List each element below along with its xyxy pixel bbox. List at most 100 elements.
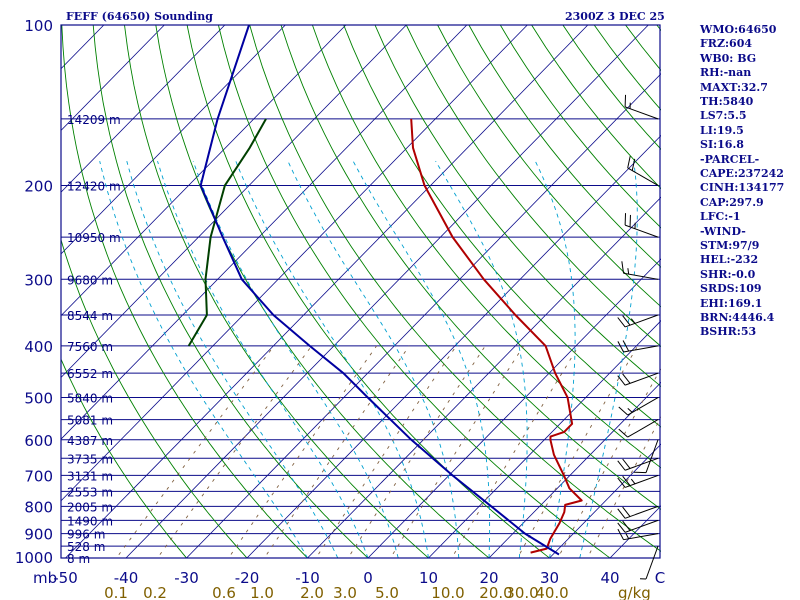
mixing-ratio-line <box>557 367 661 558</box>
height-label: 528 m <box>67 540 105 554</box>
sounding-index-line: BSHR:53 <box>700 325 757 339</box>
wind-barb-staff <box>624 474 659 488</box>
dry-adiabat-line <box>280 25 661 510</box>
wind-barb-flag <box>617 460 626 471</box>
pressure-tick-label: 300 <box>24 271 53 289</box>
isotherm-line <box>488 381 661 558</box>
isotherm-line <box>367 258 661 558</box>
wind-barb-staff <box>624 224 659 238</box>
wind-barb-staff <box>624 314 659 328</box>
wind-barb <box>634 439 659 474</box>
wind-barb-flag <box>627 268 630 275</box>
moist-adiabat-line <box>157 160 369 558</box>
isotherm-line <box>307 196 661 558</box>
wind-barb-flag <box>617 508 626 519</box>
pressure-tick-label: 500 <box>24 390 53 408</box>
mixing-ratio-label: 5.0 <box>375 584 399 600</box>
sounding-index-line: BRN:4446.4 <box>700 311 775 324</box>
moist-adiabat-line <box>287 160 460 558</box>
mixing-ratio-line <box>451 345 580 558</box>
sounding-index-line: CINH:134177 <box>700 181 785 195</box>
wind-barb-flag <box>617 528 624 540</box>
temperature-tick-label: 30 <box>540 569 559 587</box>
wind-barb <box>624 213 659 238</box>
background-grid <box>61 25 661 558</box>
isotherm-line <box>65 25 589 558</box>
wind-barb-staff <box>623 533 659 541</box>
wind-barb <box>621 261 659 280</box>
wind-barb-flag <box>630 318 636 324</box>
height-label: 7560 m <box>67 340 113 354</box>
wind-barb-flag <box>622 315 631 326</box>
wind-barb-flag <box>622 340 630 352</box>
wind-barb-flag <box>617 522 626 533</box>
moist-adiabat-line <box>435 160 528 558</box>
wind-barb-flag <box>630 478 636 485</box>
isotherm-line <box>61 25 165 132</box>
sounding-index-line: RH:-nan <box>700 66 752 80</box>
isotherm-line <box>125 25 649 558</box>
mixing-ratio-label: 3.0 <box>333 584 357 600</box>
sounding-index-line: SHR:-0.0 <box>700 267 756 281</box>
wind-barb-flag <box>622 373 631 384</box>
mixing-ratio-label: 0.2 <box>143 584 167 600</box>
temperature-tick-label: 20 <box>479 569 498 587</box>
wind-barb-staff <box>627 419 659 438</box>
temperature-tick-label: -30 <box>174 569 199 587</box>
dewpoint-profile-line <box>187 118 267 347</box>
mixing-ratio-label: 2.0 <box>300 584 324 600</box>
mixing-ratio-line <box>586 416 661 558</box>
mixing-ratio-line <box>115 345 275 558</box>
chart-title: FEFF (64650) Sounding <box>66 10 213 23</box>
height-label: 8 m <box>67 552 90 566</box>
wind-barb <box>617 519 659 533</box>
wind-barb-flag <box>625 533 630 540</box>
mixing-ratio-label: 0.1 <box>104 584 128 600</box>
pressure-tick-label: 1000 <box>15 549 53 567</box>
wind-barb-flag <box>627 408 633 413</box>
wind-barb-flag <box>631 158 636 171</box>
moist-adiabat-line <box>579 161 638 558</box>
height-label: 6552 m <box>67 367 113 381</box>
isotherm-line <box>61 25 286 255</box>
height-label: 8544 m <box>67 309 113 323</box>
isotherm-line <box>428 320 661 558</box>
wind-barb-staff <box>624 519 659 533</box>
height-label: 9680 m <box>67 273 113 287</box>
temperature-tick-label: -20 <box>235 569 260 587</box>
height-label: 3131 m <box>67 469 113 483</box>
wind-barbs <box>617 94 659 580</box>
pressure-tick-label: 200 <box>24 177 53 195</box>
dry-adiabat-line <box>343 25 661 428</box>
height-label: 5081 m <box>67 414 113 428</box>
wind-barb-flag <box>618 406 629 416</box>
sounding-index-line: SI:16.8 <box>700 138 744 152</box>
mixing-ratio-label: 40.0 <box>535 584 568 600</box>
mixing-ratio-label: 30.0 <box>505 584 538 600</box>
pressure-tick-label: 400 <box>24 338 53 356</box>
dry-adiabat-line <box>374 25 661 388</box>
temperature-tick-label: 0 <box>363 569 373 587</box>
moist-adiabat-line <box>352 160 491 558</box>
profile-layer <box>187 25 583 556</box>
wind-barb-flag <box>622 506 631 517</box>
sounding-index-line: WMO:64650 <box>700 23 777 36</box>
sounding-index-line: FRZ:604 <box>700 37 753 51</box>
height-label: 14209 m <box>67 113 121 127</box>
isotherm-line <box>61 25 226 193</box>
sounding-index-line: -WIND- <box>700 224 746 238</box>
pressure-tick-label: 100 <box>24 17 53 35</box>
mixing-ratio-unit: g/kg <box>618 584 651 600</box>
dry-adiabat-line <box>61 238 248 558</box>
isotherm-line <box>549 443 661 558</box>
valid-time: 2300Z 3 DEC 25 <box>565 10 665 23</box>
mixing-ratio-line <box>347 345 486 558</box>
mixing-ratio-line <box>389 345 524 558</box>
wind-barb-staff <box>627 167 659 186</box>
plot-frame <box>60 24 661 559</box>
sounding-index-line: LI:19.5 <box>700 123 744 137</box>
isotherm-line <box>246 134 661 558</box>
sounding-index-line: LFC:-1 <box>700 210 741 224</box>
moist-adiabat-line <box>235 160 429 558</box>
